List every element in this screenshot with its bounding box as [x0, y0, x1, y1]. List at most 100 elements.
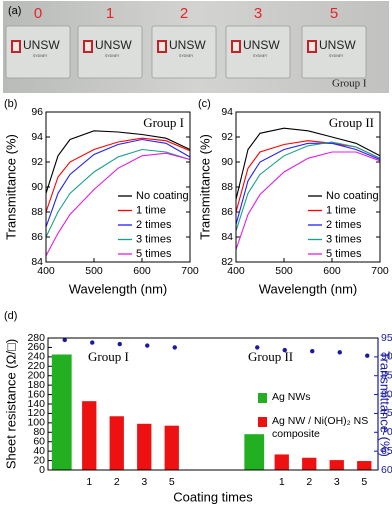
y-tick-label: 88: [221, 181, 233, 193]
y2-tick-label: 85: [381, 369, 392, 381]
series-line: [45, 148, 191, 238]
logo-subtext: SYDNEY: [329, 54, 344, 58]
legend-label-box: Ag NW / Ni(OH)₂ NS composite: [272, 415, 368, 440]
group-annotation: Group II: [248, 349, 293, 364]
glass-slide: [77, 25, 143, 79]
panel-label: (b): [4, 98, 17, 110]
logo-shield-inner: [159, 42, 165, 51]
glass-slide: [301, 25, 367, 79]
sample-label: 2: [180, 5, 188, 22]
y-tick-label: 60: [33, 435, 45, 447]
bar: [51, 354, 72, 470]
x-tick-label: 700: [181, 265, 199, 277]
series-line: [235, 151, 381, 250]
x-tick-label: 400: [37, 265, 55, 277]
logo-text: UNSW: [319, 38, 356, 52]
line-chart: 84 86 88 90 92 94 96 400 500 600 700 Group I Wavelen…: [3, 106, 198, 297]
logo-subtext: SYDNEY: [253, 54, 268, 58]
x-tick-label: 400: [227, 265, 245, 277]
chart-title: Group I: [143, 115, 184, 130]
series-line: [235, 141, 381, 231]
y2-tick-label: 65: [381, 445, 392, 457]
y-tick-label: 100: [27, 417, 45, 429]
transmittance-point: [62, 337, 67, 343]
transmittance-point: [365, 353, 370, 358]
y-tick-label: 80: [33, 426, 45, 438]
legend-label: 5 times: [136, 248, 172, 260]
plot-frame: [235, 111, 381, 263]
y-tick-label: 160: [27, 388, 45, 400]
x-tick-label: 500: [275, 265, 293, 277]
panel-label: (c): [198, 98, 211, 110]
transmittance-point: [337, 350, 342, 355]
legend-label: Ag NWs: [272, 391, 311, 403]
bar: [137, 423, 152, 470]
y2-tick-label: 75: [381, 407, 392, 419]
x-axis-label: Wavelength (nm): [259, 281, 358, 296]
glass-slide: [225, 25, 291, 79]
legend-label: No coating: [136, 190, 189, 202]
x-tick-label: 600: [323, 265, 341, 277]
panel-label: (d): [4, 310, 17, 322]
y-tick-label: 180: [27, 379, 45, 391]
x-tick-label: 1: [279, 476, 285, 488]
panel-label: (a): [8, 5, 21, 17]
x-tick-label: 700: [371, 265, 389, 277]
y2-tick-label: 80: [381, 388, 392, 400]
y2-tick-label: 95: [381, 332, 392, 344]
y-tick-label: 82: [221, 256, 233, 268]
y-tick-label: 92: [221, 131, 233, 143]
logo-subtext: SYDNEY: [105, 54, 120, 58]
y-tick-label: 96: [31, 106, 43, 118]
x-tick-label: 2: [114, 476, 120, 488]
sample-label: 3: [254, 5, 262, 22]
transmittance-point: [117, 341, 122, 347]
legend-label-box: Ag NWs: [272, 391, 311, 403]
logo-text: UNSW: [23, 38, 60, 52]
y-axis-label: Transmittance (%): [197, 134, 212, 240]
y-tick-label: 88: [31, 206, 43, 218]
glass-slide: [5, 25, 71, 79]
y-tick-label: 20: [33, 454, 45, 466]
glass-slide: [151, 25, 217, 79]
x-tick-label: 5: [361, 476, 367, 488]
bar: [244, 434, 265, 470]
photo-panel: (a) 0 UNSW SYDNEY 1 UNSW SYDNEY 2 UNSW SYDNEY 3 UNS…: [3, 1, 389, 93]
y2-tick-label: 60: [381, 464, 392, 476]
group-annotation: Group I: [88, 349, 129, 364]
transmittance-point: [282, 347, 287, 353]
y2-tick-label: 90: [381, 351, 392, 363]
y-tick-label: 84: [221, 231, 233, 243]
bar: [274, 454, 289, 470]
y-tick-label: 86: [221, 206, 233, 218]
y-tick-label: 94: [31, 131, 43, 143]
series-line: [45, 137, 191, 213]
transmittance-point: [145, 343, 150, 348]
y2-tick-label: 70: [381, 426, 392, 438]
series-line: [45, 130, 191, 194]
legend-label: 2 times: [326, 219, 362, 231]
logo-text: UNSW: [95, 38, 132, 52]
y-axis-label: Sheet resistance (Ω/□): [3, 339, 18, 469]
logo-shield-inner: [233, 42, 239, 51]
legend-label: 3 times: [136, 233, 172, 245]
plot-frame: [45, 111, 191, 263]
x-axis-label: Wavelength (nm): [69, 281, 168, 296]
y-tick-label: 86: [31, 231, 43, 243]
bar: [302, 457, 317, 470]
y-tick-label: 94: [221, 106, 233, 118]
y-tick-label: 40: [33, 445, 45, 457]
legend-label: 5 times: [326, 248, 362, 260]
bar: [109, 416, 124, 470]
x-tick-label: 600: [133, 265, 151, 277]
line-chart: 82 84 86 88 90 92 94 400 500 600 700 Group II Wavele…: [197, 106, 388, 297]
sample-label: 1: [106, 5, 114, 22]
x-axis-label: Coating times: [173, 489, 253, 504]
logo-shield-inner: [13, 42, 19, 51]
y-tick-label: 92: [31, 156, 43, 168]
y-tick-label: 280: [27, 332, 45, 344]
y-tick-label: 84: [31, 256, 43, 268]
bar: [82, 401, 97, 470]
series-line: [235, 127, 381, 200]
